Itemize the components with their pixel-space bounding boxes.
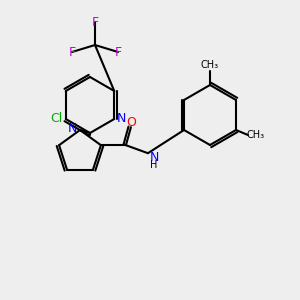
Text: F: F: [92, 16, 99, 28]
Text: F: F: [68, 46, 76, 59]
Text: F: F: [114, 46, 122, 59]
Text: O: O: [126, 116, 136, 129]
Text: N: N: [150, 151, 159, 164]
Text: Cl: Cl: [50, 112, 63, 125]
Text: CH₃: CH₃: [247, 130, 265, 140]
Text: N: N: [68, 122, 77, 134]
Text: N: N: [117, 112, 127, 125]
Text: CH₃: CH₃: [201, 60, 219, 70]
Text: H: H: [150, 160, 157, 170]
